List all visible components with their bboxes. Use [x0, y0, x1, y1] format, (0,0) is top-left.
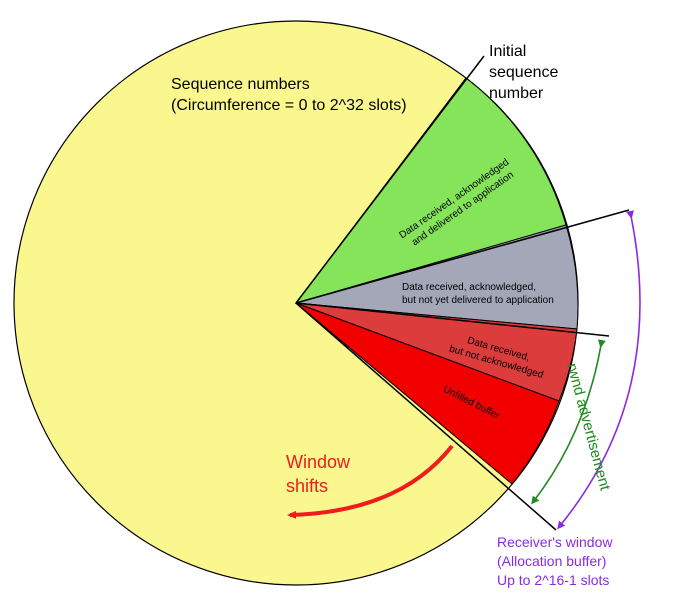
receiver-window-arc	[557, 210, 641, 530]
window-end-line	[295, 302, 557, 531]
window-shift-label: Window shifts	[286, 452, 355, 496]
receiver-window-label: Receiver's window (Allocation buffer) Up…	[497, 534, 616, 588]
window-shift-arrow	[287, 444, 454, 519]
circle-title: Sequence numbers (Circumference = 0 to 2…	[171, 76, 407, 114]
isn-line	[295, 55, 485, 304]
rwnd-end-line	[295, 302, 610, 337]
segment-not-delivered-label: Data received, acknowledged, but not yet…	[402, 282, 554, 306]
isn-label: Initial sequence number	[489, 43, 563, 102]
rwnd-label: rwnd advertisement	[563, 361, 614, 493]
